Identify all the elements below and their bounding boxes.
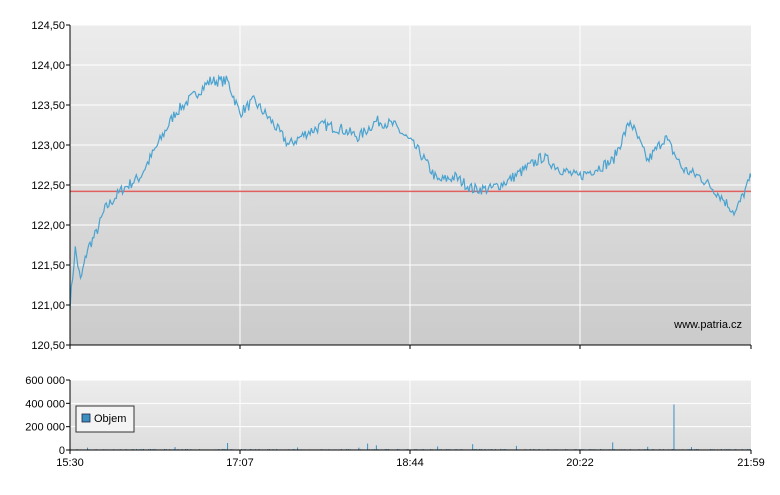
legend-swatch xyxy=(81,413,91,423)
price-y-tick-label: 121,50 xyxy=(31,260,65,272)
price-y-tick-label: 124,00 xyxy=(31,60,65,72)
price-y-tick-label: 121,00 xyxy=(31,300,65,312)
volume-y-tick-label: 200 000 xyxy=(25,422,65,434)
volume-legend: Objem xyxy=(75,405,135,433)
watermark: www.patria.cz xyxy=(673,319,742,331)
price-line xyxy=(70,74,751,311)
price-y-tick-label: 120,50 xyxy=(31,340,65,352)
price-y-tick-label: 122,50 xyxy=(31,180,65,192)
price-y-tick-label: 124,50 xyxy=(31,20,65,32)
volume-y-tick-label: 0 xyxy=(59,445,65,457)
volume-y-tick-label: 400 000 xyxy=(25,398,65,410)
price-y-tick-label: 123,50 xyxy=(31,100,65,112)
x-tick-label: 21:59 xyxy=(737,457,765,469)
x-tick-label: 17:07 xyxy=(226,457,254,469)
volume-y-tick-label: 600 000 xyxy=(25,375,65,387)
price-y-tick-label: 122,00 xyxy=(31,220,65,232)
legend-label: Objem xyxy=(94,413,126,425)
x-tick-label: 15:30 xyxy=(56,457,84,469)
x-tick-label: 20:22 xyxy=(566,457,594,469)
x-tick-label: 18:44 xyxy=(396,457,424,469)
price-y-tick-label: 123,00 xyxy=(31,140,65,152)
